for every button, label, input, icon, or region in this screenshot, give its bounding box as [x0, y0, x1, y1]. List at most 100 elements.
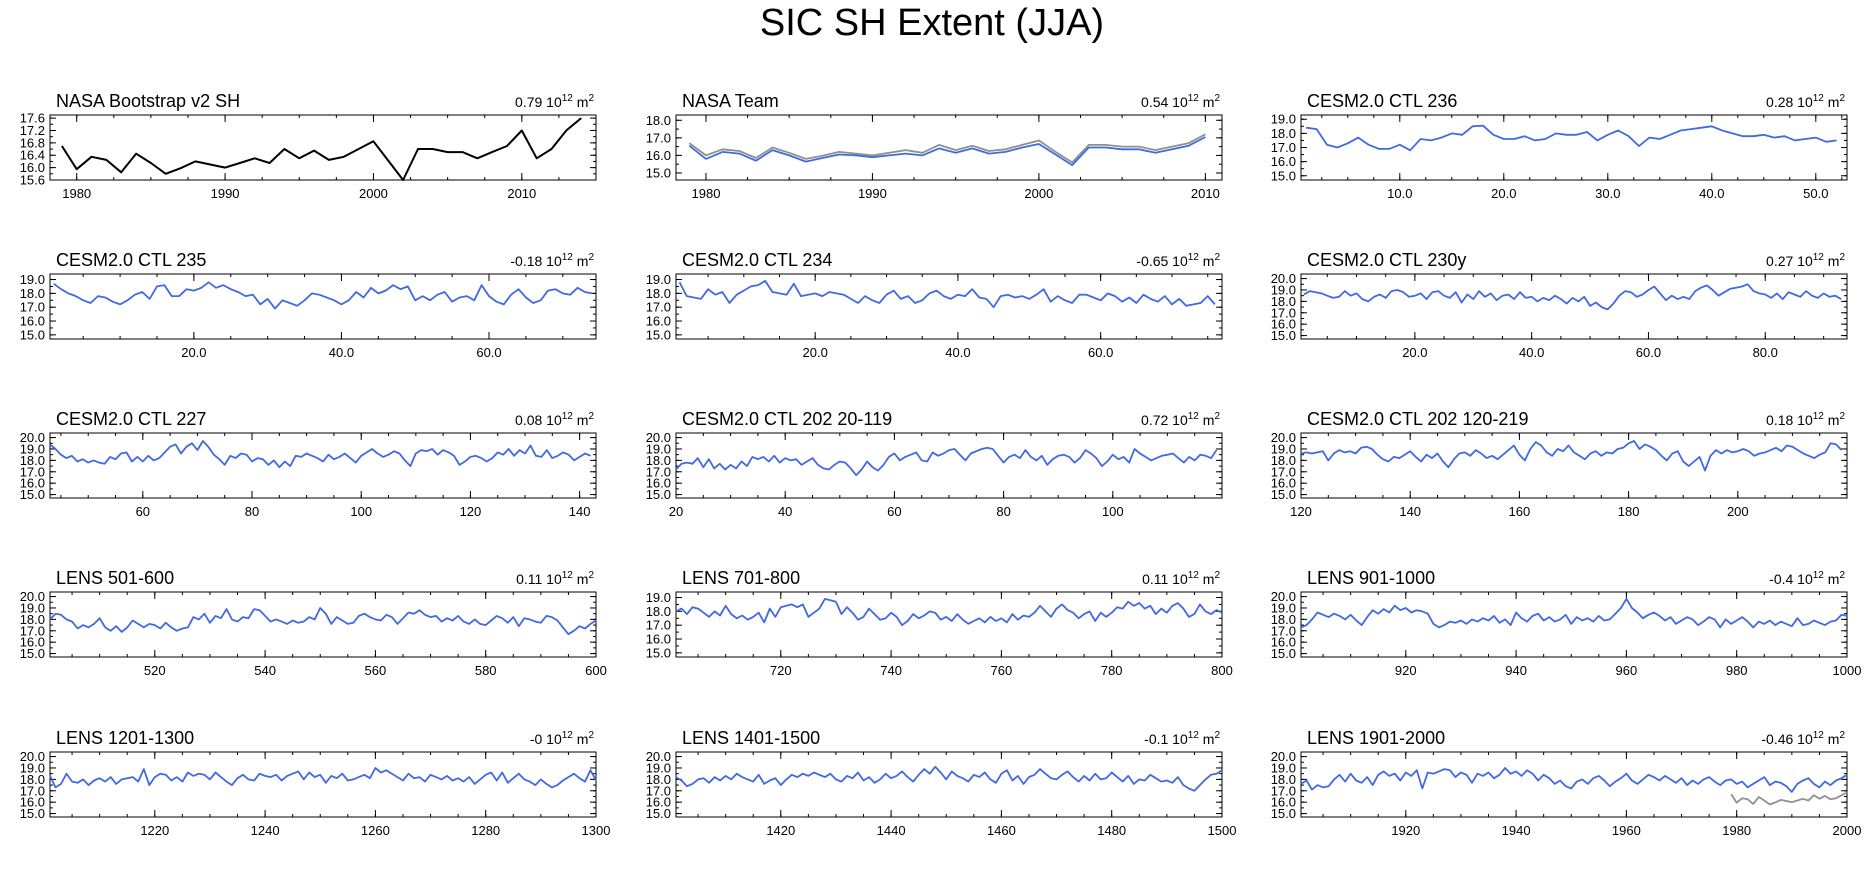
series-line-1 — [49, 767, 597, 789]
y-tick-label: 16.0 — [1271, 317, 1296, 332]
x-tick-label: 60.0 — [476, 345, 501, 360]
series-line-1 — [1300, 597, 1848, 629]
x-tick-label: 800 — [1211, 663, 1233, 678]
x-tick-label: 60.0 — [1088, 345, 1113, 360]
y-tick-label: 19.0 — [1271, 441, 1296, 456]
panel-title: NASA Bootstrap v2 SH — [56, 91, 240, 111]
y-tick-label: 17.0 — [1271, 305, 1296, 320]
y-tick-label: 18.0 — [1271, 126, 1296, 141]
panel-8: 20 40 60 80 100 15.016.017.018.019.020.0 CESM2… — [646, 409, 1223, 519]
y-tick-label: 16.0 — [646, 314, 671, 329]
x-tick-label: 100 — [350, 504, 372, 519]
x-tick-label: 600 — [585, 663, 607, 678]
panel-7: 60 80 100 120 140 15.016.017.018.019.020.0 CES… — [20, 409, 597, 519]
series-line-1 — [1300, 767, 1848, 793]
x-tick-label: 960 — [1616, 663, 1638, 678]
y-tick-label: 15.0 — [20, 806, 45, 821]
y-tick-label: 17.0 — [20, 623, 45, 638]
y-tick-label: 15.0 — [20, 327, 45, 342]
x-tick-label: 120 — [460, 504, 482, 519]
x-tick-label: 1420 — [766, 823, 795, 838]
x-tick-label: 1300 — [582, 823, 611, 838]
panel-frame — [49, 751, 597, 818]
y-tick-label: 18.0 — [1271, 772, 1296, 787]
panel-title: LENS 1901-2000 — [1307, 728, 1445, 748]
x-tick-label: 40 — [778, 504, 792, 519]
x-tick-label: 60.0 — [1636, 345, 1661, 360]
y-tick-label: 17.0 — [646, 300, 671, 315]
x-tick-label: 1000 — [1833, 663, 1862, 678]
x-tick-label: 1260 — [361, 823, 390, 838]
panel-frame — [1300, 751, 1848, 818]
panel-frame — [1300, 432, 1848, 499]
y-tick-label: 15.0 — [646, 645, 671, 660]
series-line-1 — [675, 598, 1223, 627]
y-tick-label: 16.4 — [20, 148, 45, 163]
trend-annotation: 0.79 1012 m2 — [515, 93, 594, 110]
y-tick-label: 17.0 — [20, 300, 45, 315]
trend-annotation: 0.08 1012 m2 — [515, 411, 594, 428]
x-tick-label: 20.0 — [803, 345, 828, 360]
trend-annotation: 0.72 1012 m2 — [1141, 411, 1220, 428]
panel-frame — [1300, 591, 1848, 658]
x-tick-label: 720 — [770, 663, 792, 678]
panel-5: 20.0 40.0 60.0 15.016.017.018.019.0 CESM2.0 … — [646, 250, 1223, 360]
panel-title: CESM2.0 CTL 230y — [1307, 250, 1466, 270]
panel-6: 20.0 40.0 60.0 80.015.016.017.018.019.020.0… — [1271, 250, 1848, 360]
y-tick-label: 16.0 — [646, 632, 671, 647]
panel-frame — [675, 591, 1223, 658]
x-tick-label: 60 — [887, 504, 901, 519]
y-tick-label: 17.0 — [1271, 464, 1296, 479]
x-tick-label: 1220 — [140, 823, 169, 838]
series-line-1 — [53, 281, 593, 310]
y-tick-label: 16.0 — [20, 476, 45, 491]
panel-title: CESM2.0 CTL 234 — [682, 250, 832, 270]
y-tick-label: 15.0 — [646, 165, 671, 180]
y-tick-label: 19.0 — [20, 272, 45, 287]
series-line-1 — [49, 607, 597, 636]
figure-title: SIC SH Extent (JJA) — [759, 2, 1105, 44]
panel-frame — [675, 432, 1223, 499]
x-tick-label: 2010 — [1191, 186, 1220, 201]
y-tick-label: 19.0 — [20, 760, 45, 775]
y-tick-label: 20.0 — [1271, 271, 1296, 286]
y-tick-label: 19.0 — [20, 441, 45, 456]
panel-title: CESM2.0 CTL 227 — [56, 409, 206, 429]
panel-title: NASA Team — [682, 91, 779, 111]
y-tick-label: 20.0 — [20, 589, 45, 604]
x-tick-label: 20.0 — [181, 345, 206, 360]
y-tick-label: 19.0 — [1271, 112, 1296, 127]
x-tick-label: 100 — [1102, 504, 1124, 519]
panel-3: 10.0 20.0 30.0 40.0 50.0 15.016.017.018.019.0… — [1271, 91, 1848, 201]
y-tick-label: 20.0 — [20, 749, 45, 764]
x-tick-label: 140 — [1399, 504, 1421, 519]
x-tick-label: 200 — [1727, 504, 1749, 519]
x-tick-label: 40.0 — [1519, 345, 1544, 360]
x-tick-label: 760 — [991, 663, 1013, 678]
x-tick-label: 120 — [1290, 504, 1312, 519]
panel-frame — [49, 432, 597, 499]
panel-13: 1220 1240 1260 1280 1300 15.016.017.018.019.0… — [20, 728, 611, 838]
series-line-1 — [688, 133, 1206, 164]
trend-annotation: -0.46 1012 m2 — [1761, 730, 1845, 747]
y-tick-label: 19.0 — [646, 272, 671, 287]
y-tick-label: 15.0 — [646, 327, 671, 342]
y-tick-label: 17.0 — [646, 130, 671, 145]
x-tick-label: 10.0 — [1387, 186, 1412, 201]
x-tick-label: 80.0 — [1753, 345, 1778, 360]
x-tick-label: 1920 — [1391, 823, 1420, 838]
panel-title: CESM2.0 CTL 202 120-219 — [1307, 409, 1528, 429]
y-tick-label: 16.8 — [20, 135, 45, 150]
y-tick-label: 17.0 — [646, 464, 671, 479]
y-tick-label: 20.0 — [20, 430, 45, 445]
trend-annotation: 0.11 1012 m2 — [516, 570, 594, 587]
panel-title: LENS 901-1000 — [1307, 568, 1435, 588]
x-tick-label: 20 — [669, 504, 683, 519]
x-tick-label: 2000 — [1833, 823, 1862, 838]
y-tick-label: 17.6 — [20, 111, 45, 126]
x-tick-label: 520 — [144, 663, 166, 678]
panel-15: 1920 1940 1960 1980 2000 15.016.017.018.019.0… — [1271, 728, 1862, 838]
y-tick-label: 18.0 — [646, 604, 671, 619]
series-line-1 — [675, 446, 1218, 477]
